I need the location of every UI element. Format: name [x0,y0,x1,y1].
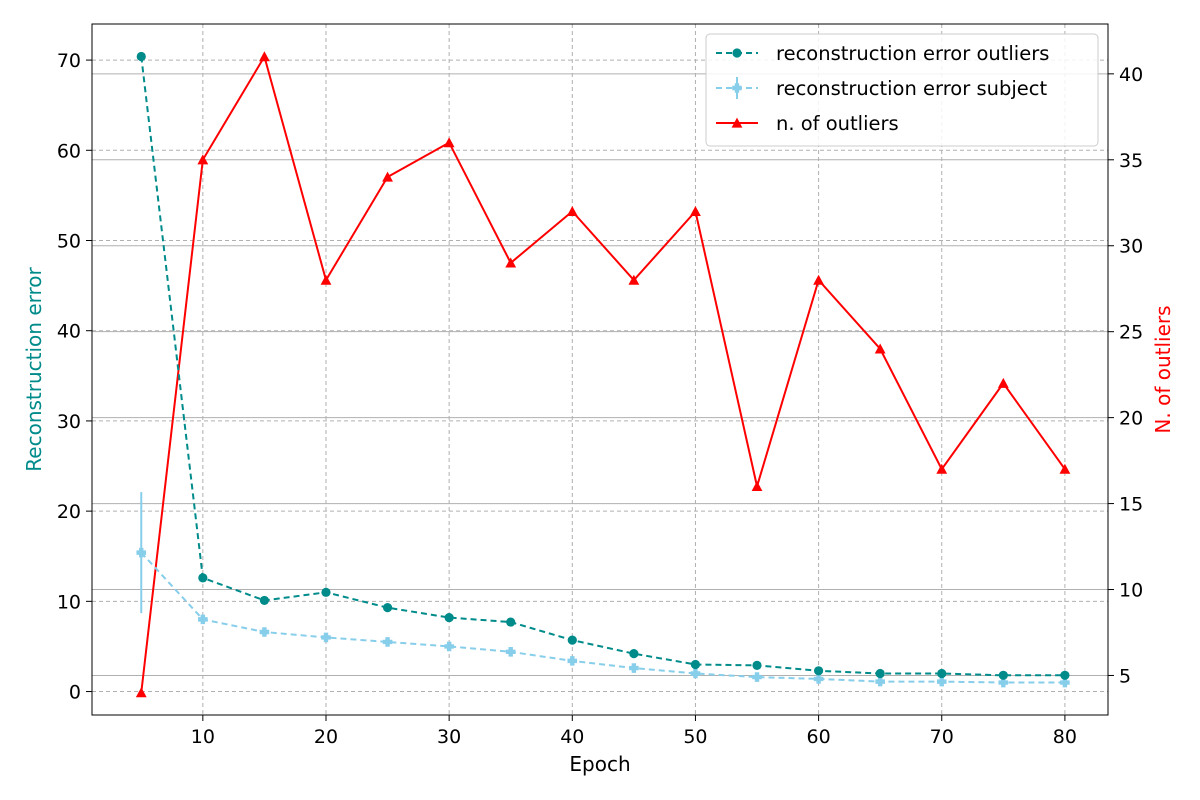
data-point [567,635,577,645]
left-y-tick-label: 70 [57,50,81,72]
data-point [1060,677,1070,688]
left-y-axis-title: Reconstruction error [22,266,46,471]
x-tick-label: 80 [1053,726,1077,748]
data-point [813,274,824,285]
data-point [1059,463,1071,474]
x-tick-label: 50 [683,726,707,748]
data-point [321,587,331,597]
right-y-tick-label: 5 [1119,665,1131,687]
data-point [259,595,270,606]
data-point [135,687,147,698]
right-y-tick-label: 40 [1119,64,1143,86]
data-point [813,674,824,684]
data-point [629,663,639,673]
right-y-tick-label: 10 [1119,580,1143,602]
data-point [321,632,331,643]
left-y-tick-label: 30 [57,411,81,433]
x-axis-title: Epoch [569,752,630,776]
data-point [259,627,270,637]
legend: reconstruction error outliers reconstruct… [705,33,1099,147]
right-y-tick-label: 20 [1119,408,1143,430]
ticks-layer: 10 20 30 40 50 60 70 80 0 10 20 30 40 50 60 70 5 10 15 20 25… [57,50,1143,748]
data-point [444,641,454,652]
data-point [690,659,701,670]
right-y-tick-label: 15 [1119,494,1143,516]
data-point [752,672,762,682]
right-y-tick-label: 30 [1119,236,1143,258]
data-point [875,676,885,687]
right-y-tick-label: 25 [1119,322,1143,344]
data-point [690,205,701,216]
x-tick-label: 10 [191,726,215,748]
data-point [197,154,209,165]
series-0 [136,51,1070,680]
legend-box [705,33,1099,147]
data-point [1060,670,1070,680]
data-point [936,676,947,687]
data-point [506,617,516,627]
legend-label: n. of outliers [776,112,899,135]
data-point [198,614,208,625]
data-point [382,637,393,647]
legend-label: reconstruction error outliers [776,42,1049,65]
left-y-tick-label: 60 [57,140,81,162]
legend-marker [731,117,743,128]
data-point [320,274,332,285]
data-point [629,649,639,659]
left-y-tick-label: 50 [57,231,81,253]
data-point [382,603,393,613]
data-point [937,668,947,679]
data-point [874,343,886,354]
left-y-tick-label: 10 [57,591,81,613]
data-point [382,171,393,182]
series-1 [136,492,1070,688]
legend-label: reconstruction error subject [776,77,1047,100]
left-y-tick-label: 0 [69,682,81,704]
left-y-tick-label: 20 [57,501,81,523]
data-point [444,612,454,623]
data-point [566,205,578,216]
plot-frame [91,23,1109,716]
series-layer [135,51,1071,698]
data-point [751,480,763,491]
legend-entry: n. of outliers [716,112,899,135]
data-point [505,257,517,268]
data-point [936,463,948,474]
data-point [567,656,578,666]
data-point [198,573,208,583]
data-point [443,137,455,148]
data-point [136,51,146,62]
series-line [140,56,1065,677]
legend-marker [732,83,742,93]
data-point [813,666,824,676]
legend-entry: reconstruction error subject [716,77,1047,100]
x-tick-label: 20 [314,726,338,748]
x-tick-label: 60 [807,726,831,748]
data-point [997,377,1009,388]
data-point [505,647,516,657]
data-point [998,677,1009,688]
data-point [690,668,701,679]
data-point [136,547,147,558]
series-line [140,54,1066,693]
legend-entry: reconstruction error outliers [716,42,1049,65]
series-2 [135,51,1071,698]
data-point [998,670,1008,680]
data-point [875,668,885,679]
x-tick-label: 40 [560,726,584,748]
right-y-axis-title: N. of outliers [1151,305,1175,433]
x-tick-label: 30 [437,726,461,748]
legend-marker [732,48,742,58]
left-y-tick-label: 40 [57,321,81,343]
data-point [752,660,762,670]
data-point [259,51,270,62]
data-point [628,274,640,285]
right-y-tick-label: 35 [1119,150,1143,172]
series-line [140,551,1065,684]
x-tick-label: 70 [930,726,954,748]
